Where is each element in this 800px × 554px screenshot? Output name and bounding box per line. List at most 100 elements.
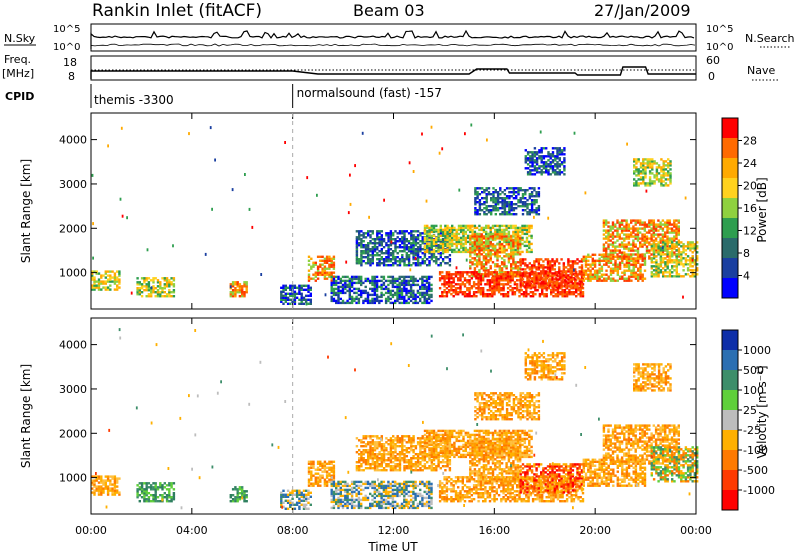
heatmap-cell — [104, 485, 107, 488]
heatmap-cell — [376, 258, 379, 261]
heatmap-cell — [512, 248, 515, 252]
heatmap-cell — [439, 234, 442, 238]
heatmap-cell — [478, 246, 481, 250]
heatmap-cell — [639, 219, 642, 222]
heatmap-cell — [494, 233, 497, 236]
heatmap-cell — [549, 266, 552, 269]
heatmap-cell — [639, 271, 642, 274]
heatmap-cell — [512, 235, 515, 238]
heatmap-cell — [493, 289, 496, 292]
heatmap-cell — [648, 231, 651, 234]
heatmap-cell — [535, 151, 539, 154]
heatmap-cell — [677, 251, 681, 254]
nsearch-label: N.Search — [745, 32, 795, 45]
heatmap-cell — [477, 289, 480, 292]
heatmap-cell — [355, 236, 359, 239]
heatmap-cell — [514, 226, 517, 230]
heatmap-cell — [528, 268, 531, 271]
heatmap-cell — [446, 248, 449, 252]
heatmap-cell — [584, 191, 587, 195]
heatmap-cell — [652, 275, 656, 278]
heatmap-cell — [339, 301, 342, 305]
heatmap-cell — [419, 277, 422, 281]
heatmap-cell — [412, 244, 415, 247]
heatmap-cell — [671, 241, 674, 244]
heatmap-cell — [554, 147, 557, 150]
heatmap-cell — [542, 268, 545, 271]
heatmap-cell — [488, 283, 492, 286]
heatmap-cell — [410, 264, 413, 267]
heatmap-cell — [441, 240, 445, 244]
heatmap-cell — [673, 259, 676, 262]
heatmap-cell — [371, 287, 374, 291]
heatmap-cell — [524, 203, 527, 206]
heatmap-cell — [540, 274, 543, 277]
heatmap-cell — [312, 263, 315, 266]
heatmap-cell — [487, 233, 490, 236]
heatmap-cell — [512, 245, 515, 248]
heatmap-cell — [505, 255, 508, 258]
heatmap-cell — [469, 224, 472, 228]
heatmap-cell — [547, 169, 550, 172]
heatmap-cell — [407, 250, 411, 253]
heatmap-cell — [350, 289, 354, 293]
heatmap-cell — [384, 299, 388, 303]
heatmap-cell — [310, 462, 313, 465]
heatmap-cell — [645, 241, 649, 244]
heatmap-cell — [358, 230, 361, 233]
heatmap-cell — [106, 491, 110, 494]
heatmap-cell — [486, 273, 489, 276]
heatmap-cell — [138, 289, 141, 292]
heatmap-cell — [516, 279, 519, 282]
heatmap-cell — [662, 174, 665, 177]
heatmap-cell — [414, 240, 418, 243]
heatmap-cell — [95, 286, 98, 289]
heatmap-cell — [309, 288, 312, 291]
heatmap-cell — [569, 270, 572, 273]
heatmap-cell — [380, 234, 383, 237]
heatmap-cell — [517, 193, 520, 196]
heatmap-cell — [625, 245, 628, 248]
heatmap-cell — [459, 291, 462, 294]
heatmap-cell — [485, 209, 488, 212]
heatmap-cell — [652, 219, 655, 222]
heatmap-cell — [516, 241, 520, 244]
heatmap-cell — [483, 201, 486, 204]
heatmap-cell — [540, 282, 543, 285]
heatmap-cell — [507, 259, 511, 262]
heatmap-cell — [570, 293, 573, 296]
heatmap-cell — [305, 495, 308, 498]
heatmap-cell — [497, 285, 501, 288]
heatmap-cell — [172, 285, 176, 288]
heatmap-cell — [375, 285, 379, 289]
heatmap-cell — [302, 288, 306, 291]
heatmap-cell — [332, 500, 336, 504]
heatmap-cell — [515, 195, 518, 198]
heatmap-cell — [660, 184, 663, 187]
heatmap-cell — [293, 507, 297, 510]
heatmap-cell — [661, 227, 665, 230]
heatmap-cell — [451, 250, 454, 254]
heatmap-cell — [521, 203, 525, 206]
heatmap-cell — [409, 285, 413, 289]
heatmap-cell — [150, 293, 153, 296]
heatmap-cell — [471, 257, 474, 260]
heatmap-cell — [104, 286, 107, 289]
heatmap-cell — [307, 294, 310, 297]
heatmap-cell — [554, 169, 557, 172]
heatmap-cell — [519, 201, 522, 204]
heatmap-cell — [664, 245, 667, 248]
heatmap-cell — [582, 271, 585, 274]
heatmap-cell — [662, 172, 665, 175]
heatmap-cell — [439, 240, 442, 243]
heatmap-cell — [282, 286, 285, 289]
heatmap-cell — [494, 205, 497, 208]
heatmap-cell — [581, 293, 585, 296]
heatmap-cell — [554, 293, 557, 296]
heatmap-cell — [549, 153, 552, 156]
heatmap-cell — [312, 482, 315, 485]
heatmap-cell — [314, 478, 317, 481]
heatmap-cell — [364, 285, 367, 289]
heatmap-cell — [332, 480, 336, 484]
heatmap-cell — [332, 476, 336, 479]
